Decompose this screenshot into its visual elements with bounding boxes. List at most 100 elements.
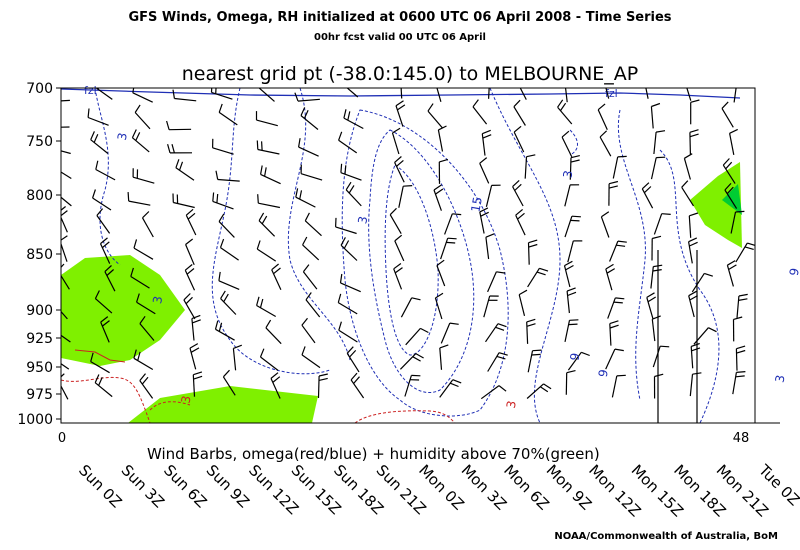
wind-barb-flag xyxy=(271,263,279,271)
wind-barb-flag xyxy=(133,349,137,359)
wind-barb-flag xyxy=(641,182,650,190)
wind-barb-flag xyxy=(96,208,104,216)
wind-barb-flag xyxy=(691,342,700,347)
wind-barb-flag xyxy=(557,99,564,108)
omega-contours xyxy=(61,88,720,423)
wind-barb-flag xyxy=(526,154,536,158)
wind-barb-staff xyxy=(298,146,319,157)
wind-barb-flag xyxy=(514,183,522,191)
wind-barb-flag xyxy=(301,346,306,356)
wind-barb-flag xyxy=(513,125,522,133)
wind-barb-flag xyxy=(294,92,299,102)
wind-barb-staff xyxy=(343,117,364,130)
wind-barb-staff xyxy=(393,268,403,290)
humidity-region-bottom xyxy=(128,386,318,423)
wind-barb-flag xyxy=(689,241,698,247)
wind-barb-flag xyxy=(90,131,95,140)
wind-barb-flag xyxy=(725,161,733,170)
wind-barb-flag xyxy=(654,373,664,378)
wind-barb-staff xyxy=(61,126,70,128)
wind-barb-staff xyxy=(641,188,654,209)
wind-barb-flag xyxy=(721,101,729,109)
wind-barb-flag xyxy=(736,345,746,350)
omega-contour-labels: 3331539993333 xyxy=(115,132,800,410)
wind-barb-flag xyxy=(472,99,479,108)
wind-barb-flag xyxy=(127,192,130,202)
wind-barb-staff xyxy=(338,329,358,343)
wind-barb-staff xyxy=(561,136,573,158)
wind-barb-flag xyxy=(166,120,170,130)
wind-barb-flag xyxy=(614,348,624,352)
wind-barb-flag xyxy=(722,158,730,166)
wind-barb-flag xyxy=(337,293,342,303)
wind-barb-staff xyxy=(258,88,275,102)
wind-barb-flag xyxy=(222,369,230,378)
wind-barb-flag xyxy=(257,194,259,204)
wind-barb-flag xyxy=(689,295,698,301)
y-tick-label: 925 xyxy=(26,331,53,347)
wind-barb-staff xyxy=(302,244,320,261)
wind-barb-staff xyxy=(650,266,654,289)
wind-barb-flag xyxy=(142,211,150,219)
wind-barb-flag xyxy=(691,347,701,352)
wind-barb-flag xyxy=(532,349,542,352)
wind-barb-flag xyxy=(394,156,402,163)
wind-barb-flag xyxy=(735,375,745,378)
wind-barb-staff xyxy=(564,184,571,207)
wind-barb-flag xyxy=(652,269,662,272)
wind-barb-flag xyxy=(681,180,689,188)
wind-barb-staff xyxy=(132,137,150,153)
wind-barb-staff xyxy=(605,348,616,370)
wind-barb-staff xyxy=(304,220,322,237)
wind-barb-staff xyxy=(301,324,316,344)
wind-barb-staff xyxy=(485,323,499,343)
wind-barb-staff xyxy=(404,375,412,397)
wind-barb-staff xyxy=(683,158,691,180)
wind-barb-staff xyxy=(605,88,610,99)
omega-contour xyxy=(368,129,475,393)
wind-barb-staff xyxy=(605,268,613,291)
wind-barb-staff xyxy=(399,353,417,370)
wind-barb-staff xyxy=(652,346,661,368)
wind-barb-staff xyxy=(133,357,154,371)
wind-barb-staff xyxy=(335,226,357,235)
wind-barb-flag xyxy=(643,186,652,194)
wind-barb-staff xyxy=(340,244,358,261)
wind-barb-flag xyxy=(185,238,194,245)
wind-barb-staff xyxy=(258,202,281,209)
omega-contour-negative xyxy=(61,376,151,423)
wind-barb-flag xyxy=(218,213,225,222)
wind-barb-flag xyxy=(616,244,626,247)
wind-barb-flag xyxy=(61,263,65,269)
wind-barbs xyxy=(56,88,755,423)
y-tick-label: 700 xyxy=(26,81,53,97)
wind-barb-staff xyxy=(733,88,737,103)
wind-barb-staff xyxy=(439,379,454,398)
wind-barb-staff xyxy=(90,361,110,374)
wind-barb-staff xyxy=(513,131,525,153)
wind-barb-flag xyxy=(571,215,581,218)
wind-barb-flag xyxy=(439,158,449,163)
wind-barb-staff xyxy=(513,106,526,126)
wind-barb-flag xyxy=(56,323,59,331)
freezing-level-label: fzl xyxy=(84,84,97,97)
wind-barb-staff xyxy=(433,189,442,211)
wind-barb-flag xyxy=(186,268,195,275)
wind-barb-flag xyxy=(299,190,303,200)
wind-barb-flag xyxy=(615,297,625,300)
wind-barb-flag xyxy=(449,322,459,325)
wind-barb-staff xyxy=(600,216,610,238)
wind-barb-staff xyxy=(599,136,612,157)
wind-barb-flag xyxy=(497,323,507,328)
wind-barb-staff xyxy=(87,116,109,126)
omega-contour-label: 9 xyxy=(567,352,582,362)
wind-barb-flag xyxy=(90,352,94,362)
wind-barb-flag xyxy=(738,298,748,301)
wind-barb-flag xyxy=(261,215,268,225)
wind-barb-staff xyxy=(95,168,116,181)
wind-barb-flag xyxy=(171,144,175,154)
wind-barb-flag xyxy=(526,323,536,327)
wind-barb-flag xyxy=(218,271,221,281)
